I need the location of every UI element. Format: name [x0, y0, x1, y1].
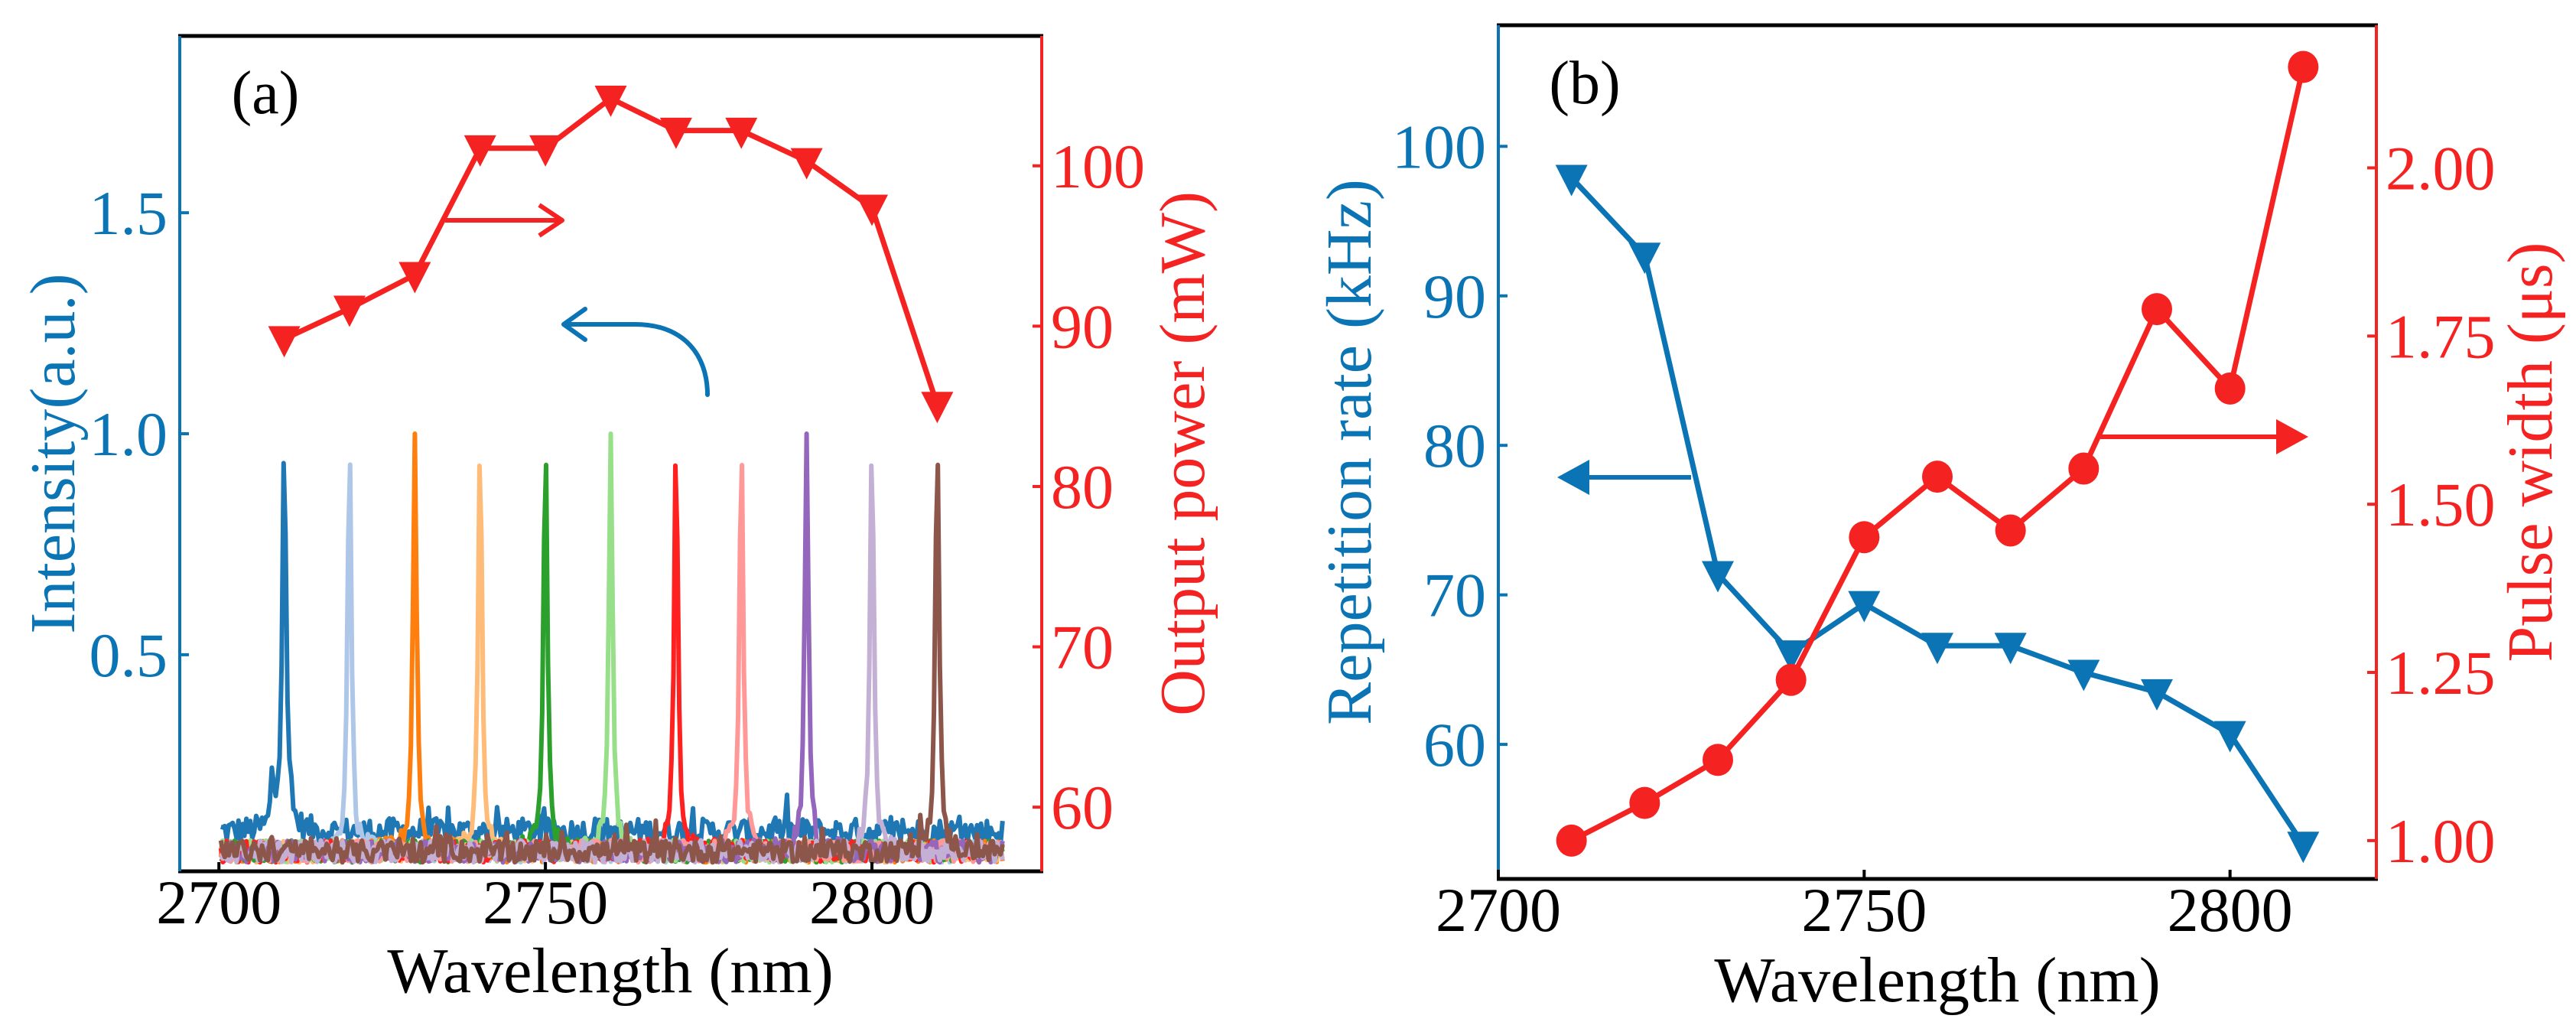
y-tick-label: 1.0	[89, 399, 168, 469]
data-point-output-power-2790	[790, 148, 823, 180]
data-point-output-power-2780	[725, 117, 758, 149]
x-tick-label: 2700	[156, 867, 281, 937]
data-point-pulse-width-2760	[1922, 461, 1953, 493]
y-axis-label: Repetition rate (kHz)	[1314, 179, 1385, 725]
arrow-left-head	[1557, 460, 1589, 495]
data-point-repetition-rate-2790	[2141, 679, 2173, 711]
x-axis-label: Wavelength (nm)	[1714, 945, 2160, 1016]
arrow-right-annotation	[445, 203, 564, 238]
data-point-repetition-rate-2720	[1628, 242, 1661, 275]
y2-tick-label: 90	[1051, 291, 1114, 361]
curved-arrow-left-annotation	[561, 307, 710, 397]
data-point-output-power-2810	[921, 392, 954, 424]
y2-tick-label: 100	[1051, 132, 1145, 201]
data-point-output-power-2800	[856, 194, 889, 226]
data-point-repetition-rate-2780	[2067, 659, 2100, 692]
data-point-repetition-rate-2770	[1994, 633, 2027, 665]
data-point-output-power-2710	[268, 326, 301, 358]
y2-tick-label: 1.25	[2386, 638, 2496, 708]
series-line-pulse-width	[1570, 66, 2306, 843]
y2-tick-label: 80	[1051, 452, 1114, 522]
panel-label: (b)	[1549, 50, 1620, 117]
data-point-pulse-width-2810	[2288, 50, 2319, 83]
x-tick-label: 2800	[2168, 875, 2293, 945]
x-axis-label: Wavelength (nm)	[387, 936, 833, 1007]
data-point-pulse-width-2740	[1775, 663, 1807, 696]
data-point-pulse-width-2710	[1556, 824, 1587, 857]
data-point-pulse-width-2730	[1703, 744, 1733, 776]
data-point-pulse-width-2780	[2068, 452, 2100, 485]
data-point-repetition-rate-2710	[1555, 164, 1588, 197]
panel-label: (a)	[232, 60, 300, 127]
series-line-output-power	[283, 96, 940, 406]
data-point-pulse-width-2720	[1629, 786, 1660, 819]
y-tick-label: 100	[1392, 112, 1486, 181]
spectrum-2710nm	[220, 461, 1005, 848]
data-point-output-power-2750	[529, 135, 562, 167]
y-tick-label: 0.5	[89, 620, 168, 690]
y2-tick-label: 2.00	[2386, 133, 2496, 203]
x-tick-label: 2750	[1801, 875, 1927, 945]
data-point-repetition-rate-2800	[2213, 721, 2246, 753]
data-point-repetition-rate-2730	[1702, 561, 1734, 593]
y2-tick-label: 1.00	[2386, 806, 2496, 876]
y-axis-label: Intensity(a.u.)	[18, 273, 89, 633]
y2-tick-label: 1.50	[2386, 470, 2496, 539]
x-tick-label: 2750	[483, 867, 608, 937]
data-point-pulse-width-2790	[2142, 293, 2172, 326]
data-point-output-power-2740	[463, 135, 496, 167]
data-point-output-power-2720	[333, 295, 366, 327]
data-point-output-power-2760	[594, 85, 627, 117]
y2-tick-label: 60	[1051, 773, 1114, 842]
panel-b-repetition-rate-and-pulse-width: 2700 2750 2800 60 70 80 90 100 1.00 1.25 1.50 1.75 2…	[1314, 23, 2566, 1016]
y-tick-label: 70	[1423, 561, 1486, 630]
panel-a-spectra-and-output-power: 2700 2750 2800 0.5 1.0 1.5 60 70 80 90 100 Waveleng…	[18, 34, 1218, 1007]
data-point-repetition-rate-2740	[1774, 640, 1807, 672]
data-point-pulse-width-2800	[2214, 372, 2246, 405]
y-tick-label: 60	[1423, 710, 1486, 780]
data-point-repetition-rate-2760	[1921, 633, 1953, 665]
y2-tick-label: 70	[1051, 613, 1114, 682]
y-tick-label: 90	[1423, 262, 1486, 331]
data-point-output-power-2770	[659, 117, 692, 149]
spectrum-2760nm	[220, 431, 1005, 865]
data-point-pulse-width-2770	[1995, 514, 2026, 547]
plot-area	[218, 431, 1005, 865]
y2-axis-label: Pulse width (μs)	[2495, 242, 2566, 662]
spectrum-2810nm	[218, 462, 1005, 865]
y-tick-label: 1.5	[89, 178, 168, 248]
y-tick-label: 80	[1423, 411, 1486, 480]
series-line-repetition-rate	[1569, 175, 2306, 846]
data-point-repetition-rate-2810	[2287, 832, 2320, 864]
data-point-repetition-rate-2750	[1848, 591, 1881, 623]
data-point-output-power-2730	[398, 262, 431, 294]
x-tick-label: 2700	[1436, 875, 1561, 945]
y2-axis-label: Output power (mW)	[1147, 191, 1218, 716]
y2-tick-label: 1.75	[2386, 301, 2496, 371]
arrow-right-head	[2276, 419, 2308, 454]
data-point-pulse-width-2750	[1849, 521, 1880, 554]
x-tick-label: 2800	[809, 867, 935, 937]
